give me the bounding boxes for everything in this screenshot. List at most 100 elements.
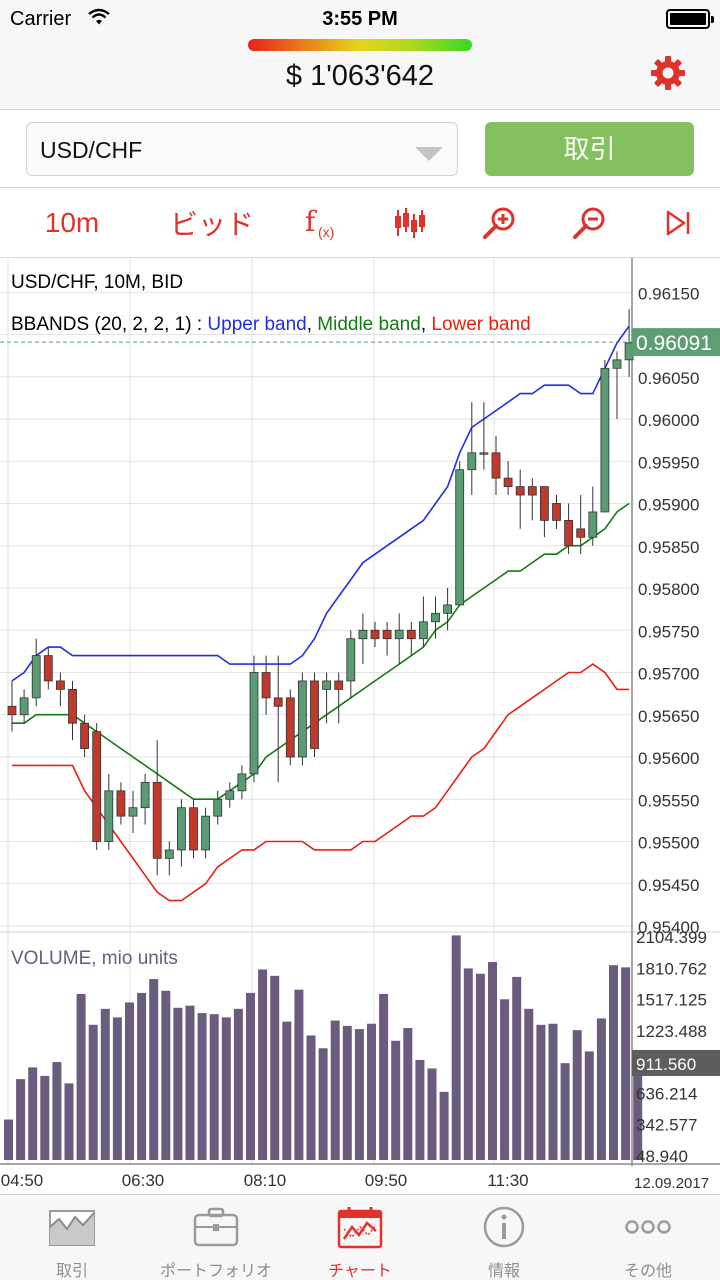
price-tick-label: 0.95950 [638,453,699,472]
candle-down [334,680,344,690]
price-tick-label: 0.96050 [638,369,699,388]
indicator-name: BBANDS (20, 2, 2, 1) [11,314,192,335]
price-tick-label: 0.95600 [638,749,699,768]
timeframe-label: 10m [44,207,100,238]
candle-down [56,680,65,690]
instrument-row: USD/CHF 取引 [0,110,720,188]
price-tick-label: 0.96200 [638,258,699,261]
candle-down [540,486,549,521]
candle-down [576,528,586,538]
svg-text:f: f [305,205,318,238]
volume-current-badge [632,1049,720,1076]
volume-bar [451,935,461,1160]
candle-down [285,697,295,758]
candle-up [455,469,465,606]
skip-end-icon [666,210,690,236]
candlestick-icon [395,208,425,238]
volume-bar [125,1002,134,1160]
volume-tick-label: 342.577 [636,1116,697,1135]
lower-band-line [12,663,630,902]
tab-bar: 取引 ポートフォリオ チャート [0,1194,720,1280]
price-tick-label: 0.95400 [638,918,699,937]
indicator-separator: : [191,314,208,335]
candle-down [189,807,198,851]
time-tick-label: 06:30 [122,1171,165,1190]
jump-to-latest-button[interactable] [652,188,702,258]
candle-up [128,807,138,817]
volume-bar [4,1119,13,1160]
chart-type-button[interactable] [386,188,436,258]
volume-bar [524,1008,534,1160]
volume-bar [415,1059,425,1160]
price-tick-label: 0.96150 [638,284,699,303]
instrument-select[interactable]: USD/CHF [26,122,458,176]
candle-up [588,511,598,538]
volume-bar [306,1035,316,1160]
chart-date-label: 12.09.2017 [634,1175,709,1192]
volume-bar [28,1067,38,1160]
candle-down [503,477,513,487]
volume-bar [548,1023,558,1160]
volume-bar [112,1017,122,1160]
candle-up [346,638,356,682]
volume-bar [318,1048,328,1160]
volume-tick-label: 2104.399 [636,928,707,947]
gear-icon[interactable] [649,54,687,92]
tab-label: チャート [328,1263,392,1280]
volume-tick-label: 1810.762 [636,959,707,978]
candle-up [19,697,29,716]
trade-button[interactable]: 取引 [485,122,694,176]
price-tick-label: 0.95700 [638,665,699,684]
battery-icon [666,9,714,29]
volume-bar [354,1029,364,1160]
account-balance: $ 1'063'642 [285,60,435,92]
tab-chart[interactable]: チャート [288,1195,432,1280]
wifi-icon [88,8,110,25]
volume-bar [584,1051,594,1160]
indicator-button[interactable]: f (x) [296,188,346,258]
svg-text:(x): (x) [318,224,334,240]
price-chart[interactable]: 0.96091 0.96200 0.96150 0.96050 0.96000 0.959… [0,258,720,1194]
volume-tick-label: 636.214 [636,1084,697,1103]
price-tick-label: 0.96000 [638,411,699,430]
price-tick-label: 0.95550 [638,791,699,810]
volume-bar [512,976,522,1160]
price-tick-label: 0.95750 [638,622,699,641]
price-type-button[interactable]: ビッド [160,188,264,258]
candle-down [68,688,77,724]
function-icon: f (x) [305,205,334,240]
volume-tick-label: 48.940 [636,1147,688,1166]
candle-up [201,815,211,851]
zoom-in-button[interactable] [474,188,524,258]
candle-up [600,367,610,513]
chart-area[interactable]: 0.96091 0.96200 0.96150 0.96050 0.96000 0.959… [0,258,720,1194]
volume-bar [294,989,304,1160]
time-tick-label: 08:10 [244,1171,287,1190]
header: Carrier 3:55 PM $ 1'063'642 [0,0,720,110]
candle-up [467,452,477,471]
upper-band-line [11,325,630,682]
volume-bar [475,973,485,1160]
timeframe-button[interactable]: 10m [20,188,124,258]
candle-down [152,781,162,859]
zoom-out-icon [573,207,605,239]
tab-info[interactable]: 情報 [432,1195,576,1280]
volume-bar [342,1025,352,1160]
volume-current-label: 911.560 [636,1055,696,1074]
volume-bar [100,1008,110,1160]
zoom-out-button[interactable] [564,188,614,258]
candle-up [358,629,368,640]
candle-down [92,731,102,842]
tab-more[interactable]: その他 [576,1195,720,1280]
candle-up [394,629,404,640]
tab-portfolio[interactable]: ポートフォリオ [144,1195,288,1280]
volume-bar [197,1013,207,1160]
candle-up [140,781,150,809]
carrier-label: Carrier [10,8,72,30]
volume-bar [270,975,280,1160]
zoom-in-icon [483,207,515,239]
current-price-badge [632,328,720,357]
chevron-down-icon [415,147,443,161]
tab-trade[interactable]: 取引 [0,1195,144,1280]
